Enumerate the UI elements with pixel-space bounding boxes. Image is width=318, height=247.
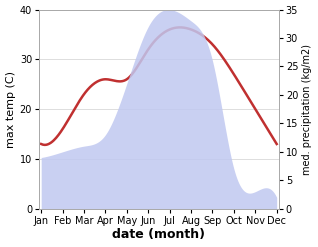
Y-axis label: med. precipitation (kg/m2): med. precipitation (kg/m2) [302,44,313,175]
X-axis label: date (month): date (month) [113,228,205,242]
Y-axis label: max temp (C): max temp (C) [5,71,16,148]
